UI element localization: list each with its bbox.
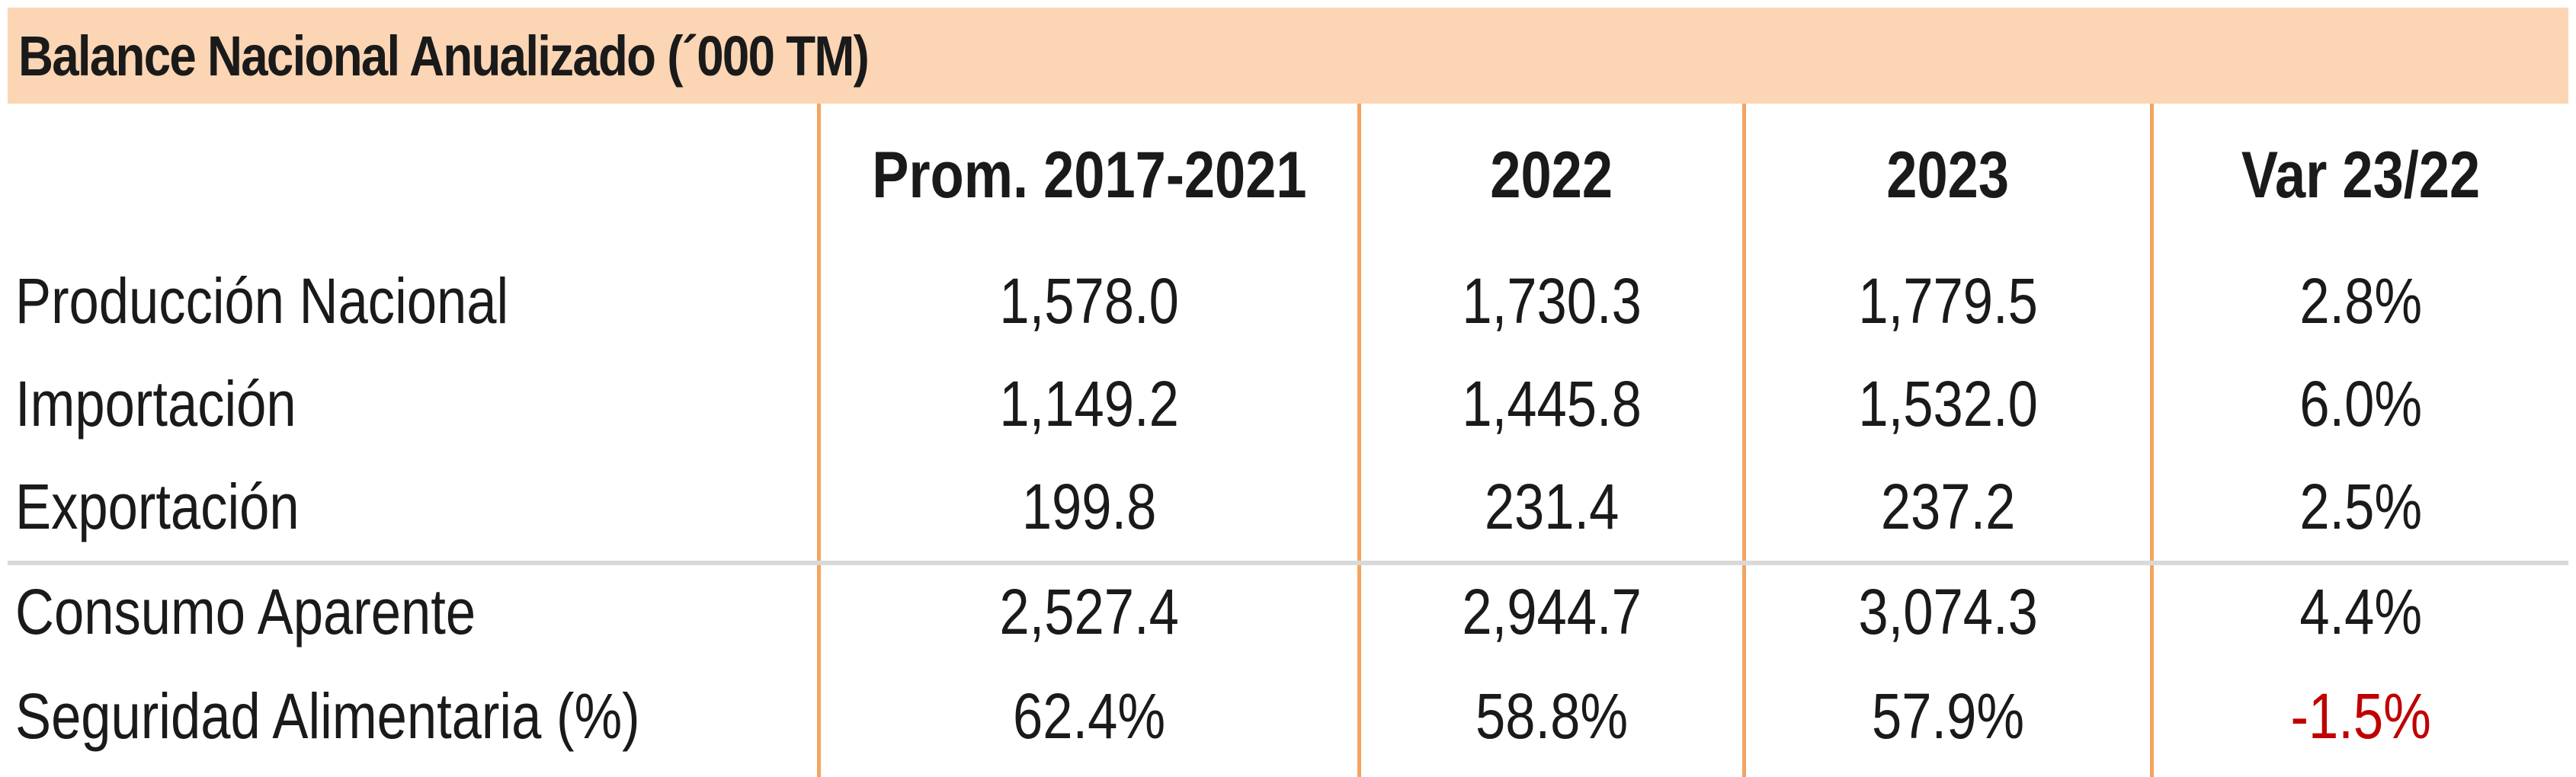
table-title-bar: Balance Nacional Anualizado (´000 TM) bbox=[8, 8, 2568, 104]
column-header-2023: 2023 bbox=[1886, 138, 2010, 212]
table-cell: 237.2 bbox=[1880, 470, 2016, 542]
table-cell: 1,532.0 bbox=[1858, 367, 2038, 440]
table-cell: 6.0% bbox=[2299, 367, 2423, 440]
table-cell: 1,730.3 bbox=[1462, 264, 1642, 337]
column-header-var: Var 23/22 bbox=[2241, 138, 2481, 212]
row-separator bbox=[8, 561, 2568, 565]
negative-variation-value: -1.5% bbox=[2290, 679, 2432, 752]
table-cell: 2.5% bbox=[2299, 470, 2423, 542]
column-rule-2 bbox=[1357, 104, 1361, 777]
table-cell: 1,779.5 bbox=[1858, 264, 2038, 337]
table-cell: 3,074.3 bbox=[1858, 575, 2038, 648]
column-header-prom: Prom. 2017-2021 bbox=[871, 138, 1307, 212]
table-cell: 2,527.4 bbox=[999, 575, 1179, 648]
table-cell: 1,149.2 bbox=[999, 367, 1179, 440]
table-cell: 1,578.0 bbox=[999, 264, 1179, 337]
row-label-importacion: Importación bbox=[15, 367, 296, 440]
column-header-2022: 2022 bbox=[1490, 138, 1613, 212]
table-cell: 2.8% bbox=[2299, 264, 2423, 337]
table-cell: 58.8% bbox=[1475, 679, 1629, 752]
table-cell: 1,445.8 bbox=[1462, 367, 1642, 440]
table-title: Balance Nacional Anualizado (´000 TM) bbox=[18, 24, 870, 88]
column-rule-4 bbox=[2150, 104, 2154, 777]
row-label-exportacion: Exportación bbox=[15, 470, 300, 542]
table-cell: 2,944.7 bbox=[1462, 575, 1642, 648]
table-cell: 199.8 bbox=[1021, 470, 1157, 542]
table-cell: 62.4% bbox=[1012, 679, 1166, 752]
row-label-consumo: Consumo Aparente bbox=[15, 575, 476, 648]
row-label-seguridad: Seguridad Alimentaria (%) bbox=[15, 679, 640, 752]
row-label-produccion: Producción Nacional bbox=[15, 264, 509, 337]
table-cell: 231.4 bbox=[1484, 470, 1620, 542]
table-cell: 4.4% bbox=[2299, 575, 2423, 648]
column-rule-3 bbox=[1742, 104, 1746, 777]
column-rule-1 bbox=[817, 104, 821, 777]
table-cell: 57.9% bbox=[1871, 679, 2025, 752]
